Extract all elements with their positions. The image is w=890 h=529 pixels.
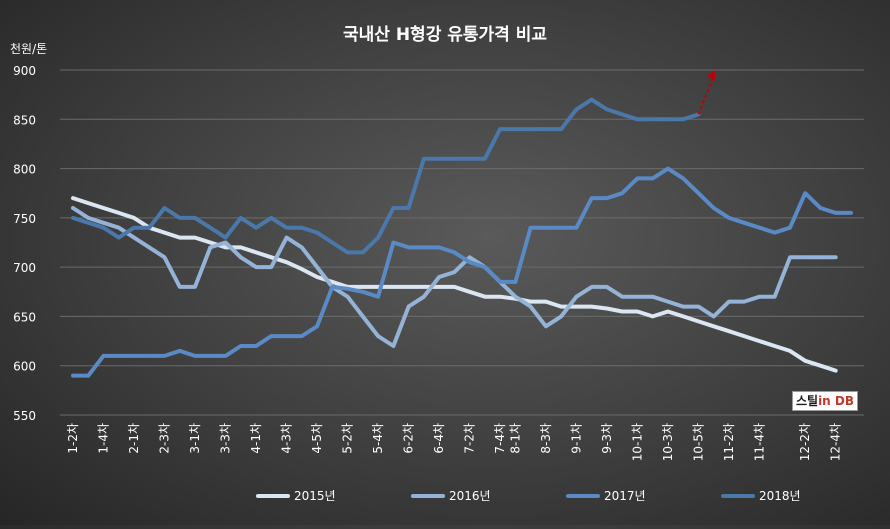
series-line-4: [71, 97, 701, 255]
x-tick-label: 12-2차: [798, 423, 812, 461]
x-tick-label: 9-1차: [569, 423, 583, 454]
series-line-3: [71, 166, 853, 378]
y-tick-label: 850: [13, 113, 36, 127]
y-tick-label: 700: [13, 261, 36, 275]
x-tick-label: 12-4차: [829, 423, 843, 461]
y-tick-label: 750: [13, 212, 36, 226]
x-tick-label: 3-1차: [188, 423, 202, 454]
x-tick-label: 10-3차: [661, 423, 675, 461]
y-tick-label: 800: [13, 163, 36, 177]
chart-title: 국내산 H형강 유통가격 비교: [343, 24, 547, 45]
x-tick-label: 2-1차: [127, 423, 141, 454]
x-tick-label: 11-2차: [722, 423, 736, 461]
annotation-arrow-head: [707, 70, 716, 81]
y-tick-label: 650: [13, 310, 36, 324]
x-tick-label: 2-3차: [158, 423, 172, 454]
legend-label-3: 2017년: [604, 489, 646, 503]
steel-in-db-logo: 스틸in DB: [792, 391, 858, 411]
x-tick-label: 6-4차: [432, 423, 446, 454]
x-tick-label: 4-3차: [280, 423, 294, 454]
x-tick-label: 11-4차: [752, 423, 766, 461]
y-axis-label: 천원/톤: [10, 41, 47, 56]
x-tick-label: 5-2차: [341, 423, 355, 454]
x-tick-label: 1-2차: [66, 423, 80, 454]
x-tick-label: 3-3차: [219, 423, 233, 454]
x-tick-label: 4-5차: [310, 423, 324, 454]
x-tick-label: 5-4차: [371, 423, 385, 454]
y-tick-label: 600: [13, 360, 36, 374]
x-tick-label: 6-2차: [402, 423, 416, 454]
x-tick-label: 9-3차: [600, 423, 614, 454]
x-tick-label: 1-4차: [97, 423, 111, 454]
y-tick-label: 550: [13, 409, 36, 423]
annotation-arrow-line: [697, 75, 715, 115]
x-tick-label: 7-4차: [493, 423, 507, 454]
legend-label-2: 2016년: [449, 489, 491, 503]
x-tick-label: 8-1차: [508, 423, 522, 454]
x-tick-label: 8-3차: [539, 423, 553, 454]
x-tick-label: 10-1차: [630, 423, 644, 461]
x-tick-label: 4-1차: [249, 423, 263, 454]
legend-label-4: 2018년: [759, 489, 801, 503]
series-line-2: [71, 206, 838, 348]
x-tick-label: 10-5차: [691, 423, 705, 461]
legend-label-1: 2015년: [294, 489, 336, 503]
series-line-1: [71, 196, 838, 373]
y-tick-label: 900: [13, 64, 36, 78]
x-tick-label: 7-2차: [463, 423, 477, 454]
